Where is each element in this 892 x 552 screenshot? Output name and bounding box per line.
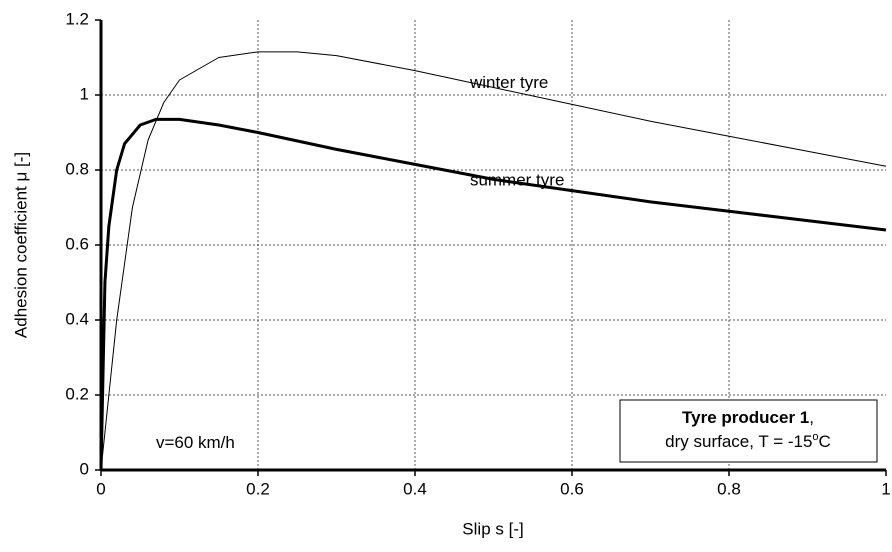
info-title-suffix: , bbox=[809, 408, 814, 427]
x-tick-label: 0.4 bbox=[403, 479, 427, 498]
series-line bbox=[100, 51, 887, 471]
y-tick-label: 0 bbox=[80, 459, 89, 478]
y-tick-label: 0.8 bbox=[65, 159, 89, 178]
info-title: Tyre producer 1, bbox=[682, 408, 814, 427]
y-tick-label: 0.2 bbox=[65, 384, 89, 403]
annotation: summer tyre bbox=[470, 171, 564, 190]
y-tick-label: 0.4 bbox=[65, 309, 89, 328]
series-line bbox=[99, 117, 887, 471]
x-tick-label: 0.2 bbox=[246, 479, 270, 498]
x-tick-label: 0.8 bbox=[717, 479, 741, 498]
info-line-text: dry surface, T = -15 bbox=[665, 432, 812, 451]
annotation: winter tyre bbox=[469, 73, 548, 92]
info-title-text: Tyre producer 1 bbox=[682, 408, 809, 427]
x-tick-label: 1 bbox=[881, 479, 890, 498]
info-box bbox=[619, 399, 878, 463]
x-tick-label: 0.6 bbox=[560, 479, 584, 498]
y-axis-label: Adhesion coefficient μ [-] bbox=[11, 152, 30, 338]
y-tick-label: 0.6 bbox=[65, 234, 89, 253]
info-unit: C bbox=[819, 432, 831, 451]
annotation: v=60 km/h bbox=[156, 433, 235, 452]
y-tick-label: 1.2 bbox=[65, 9, 89, 28]
x-tick-label: 0 bbox=[96, 479, 105, 498]
x-axis-label: Slip s [-] bbox=[462, 519, 523, 538]
info-line: dry surface, T = -15oC bbox=[665, 431, 831, 452]
info-sup: o bbox=[812, 431, 818, 443]
y-tick-label: 1 bbox=[80, 84, 89, 103]
